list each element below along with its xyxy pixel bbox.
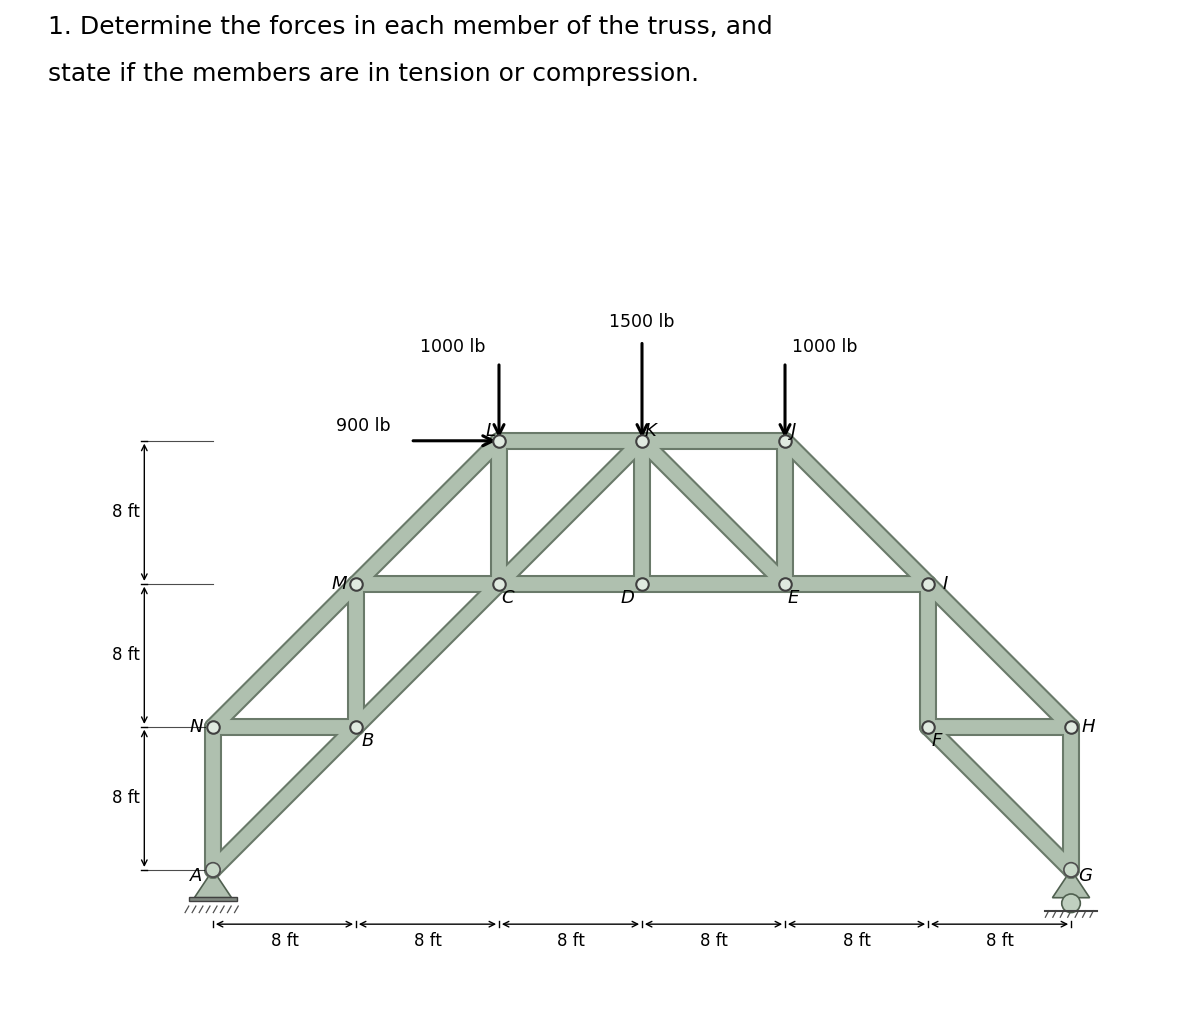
Text: D: D [620, 589, 635, 607]
Text: 8 ft: 8 ft [112, 646, 140, 665]
Text: 8 ft: 8 ft [414, 932, 442, 950]
Text: I: I [942, 575, 948, 593]
Text: C: C [502, 589, 514, 607]
Text: L: L [486, 422, 496, 439]
Text: F: F [931, 732, 942, 750]
Text: 8 ft: 8 ft [985, 932, 1014, 950]
Circle shape [1064, 862, 1078, 877]
Text: K: K [644, 422, 656, 439]
Text: G: G [1079, 866, 1092, 885]
Text: 8 ft: 8 ft [112, 789, 140, 808]
Polygon shape [194, 870, 232, 897]
Text: N: N [190, 718, 203, 736]
Text: B: B [361, 732, 373, 750]
Text: 1000 lb: 1000 lb [420, 339, 486, 356]
Text: 1000 lb: 1000 lb [792, 339, 858, 356]
Bar [188, 897, 238, 901]
Text: E: E [788, 589, 799, 607]
Text: 8 ft: 8 ft [557, 932, 584, 950]
Text: A: A [190, 866, 202, 885]
Text: 8 ft: 8 ft [112, 503, 140, 522]
Circle shape [206, 862, 220, 877]
Text: 1. Determine the forces in each member of the truss, and: 1. Determine the forces in each member o… [48, 15, 773, 39]
Circle shape [1062, 894, 1080, 913]
Text: 900 lb: 900 lb [336, 417, 390, 435]
Text: M: M [331, 575, 347, 593]
Text: J: J [791, 422, 797, 439]
Polygon shape [1052, 870, 1090, 897]
Text: state if the members are in tension or compression.: state if the members are in tension or c… [48, 62, 700, 85]
Text: 8 ft: 8 ft [270, 932, 299, 950]
Text: 8 ft: 8 ft [842, 932, 870, 950]
Text: H: H [1081, 718, 1094, 736]
Text: 1500 lb: 1500 lb [610, 313, 674, 330]
Text: 8 ft: 8 ft [700, 932, 727, 950]
